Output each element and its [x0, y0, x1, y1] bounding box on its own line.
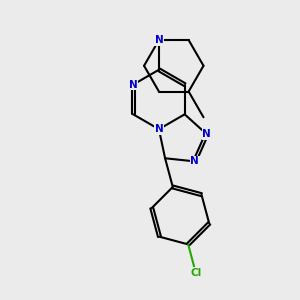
Text: N: N [129, 80, 138, 90]
Text: Cl: Cl [190, 268, 202, 278]
Text: N: N [202, 129, 211, 139]
Text: N: N [154, 35, 163, 45]
Text: N: N [154, 124, 163, 134]
Text: N: N [190, 156, 199, 167]
